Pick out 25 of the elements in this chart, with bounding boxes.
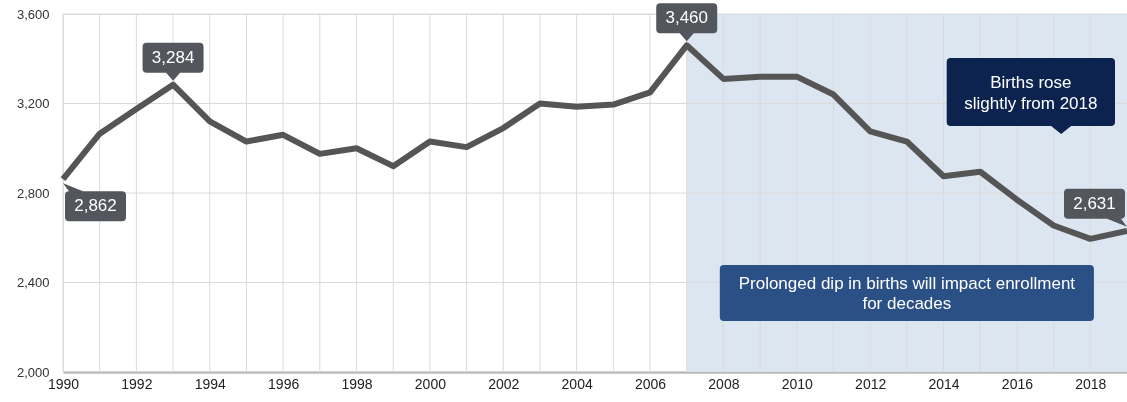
x-tick-label: 1998 xyxy=(341,375,373,392)
x-tick-label: 1994 xyxy=(194,375,227,392)
data-label: 2,862 xyxy=(74,196,117,216)
y-tick-label: 2,800 xyxy=(16,185,50,201)
y-tick-label: 2,000 xyxy=(16,364,50,380)
x-tick-label: 2004 xyxy=(561,375,593,392)
x-tick-label: 2016 xyxy=(1001,375,1034,392)
x-tick-label: 2010 xyxy=(781,375,814,392)
data-label: 3,284 xyxy=(151,47,195,67)
annotation: Births rose slightly from 2018 xyxy=(964,72,1098,113)
x-tick-label: 2018 xyxy=(1075,375,1107,392)
x-tick-label: 2002 xyxy=(488,375,520,392)
x-tick-label: 2006 xyxy=(634,375,667,392)
data-label: 2,631 xyxy=(1073,193,1116,213)
y-tick-label: 3,600 xyxy=(16,6,50,22)
x-tick-label: 1992 xyxy=(121,375,153,392)
x-tick-label: 2012 xyxy=(855,375,887,392)
y-tick-label: 2,400 xyxy=(16,275,50,290)
annotation: Prolonged dip in births will impact enrollment for decades xyxy=(738,274,1076,313)
x-tick-label: 2008 xyxy=(708,375,740,392)
x-tick-label: 2014 xyxy=(928,375,960,392)
x-tick-label: 2000 xyxy=(414,375,447,392)
data-label: 3,460 xyxy=(665,8,708,28)
y-tick-label: 3,200 xyxy=(16,96,50,111)
x-tick-label: 1996 xyxy=(268,375,300,392)
